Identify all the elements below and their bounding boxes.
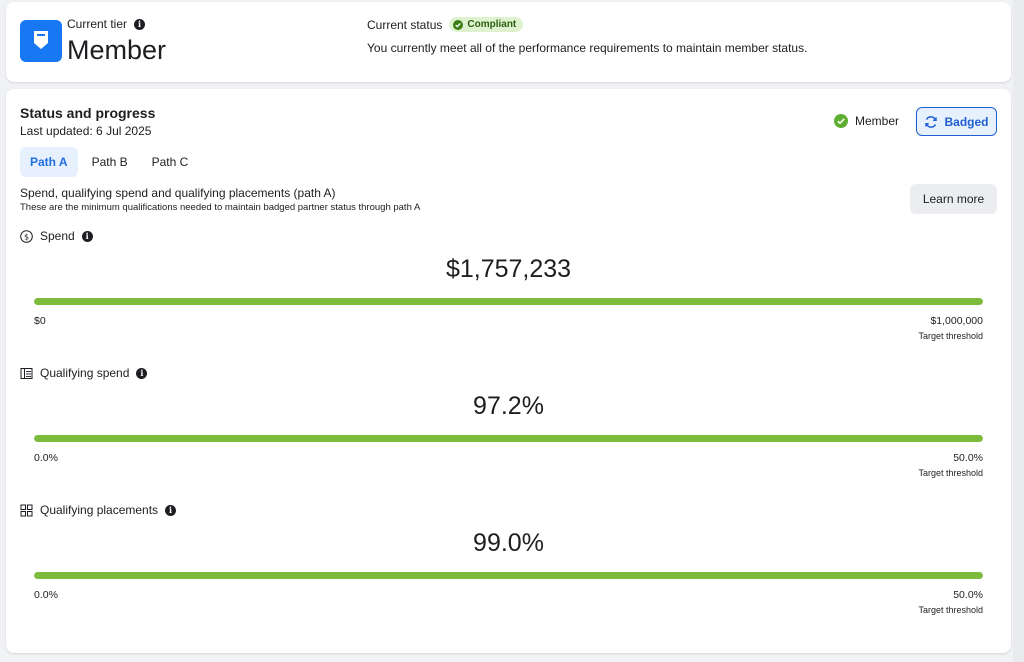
check-circle-icon (453, 19, 464, 30)
section-title: Status and progress (20, 105, 156, 121)
tab-path-a[interactable]: Path A (20, 147, 78, 177)
tier-name: Member (67, 35, 167, 65)
check-circle-icon (834, 114, 848, 128)
target-threshold-label: Target threshold (918, 331, 983, 341)
range-min: $0 (34, 315, 46, 327)
member-indicator: Member (834, 114, 899, 128)
range-min: 0.0% (34, 589, 58, 601)
range-max: 50.0% (953, 452, 983, 464)
progress-bar (34, 435, 983, 442)
learn-more-button[interactable]: Learn more (910, 184, 997, 214)
metric-value: $1,757,233 (445, 255, 572, 283)
path-heading: Spend, qualifying spend and qualifying p… (20, 186, 336, 200)
metric-value: 99.0% (473, 529, 544, 557)
metric-value: 97.2% (473, 392, 544, 420)
info-icon[interactable]: i (165, 504, 177, 516)
info-icon[interactable]: i (136, 367, 148, 379)
metric-spend: $ Spend i $1,757,233 $0 $1,000,000 Targe… (20, 229, 997, 359)
range-min: 0.0% (34, 452, 58, 464)
progress-bar (34, 298, 983, 305)
tab-path-c[interactable]: Path C (151, 155, 189, 169)
dollar-circle-icon: $ (20, 229, 33, 243)
metric-header: $ Spend i (20, 229, 93, 243)
progress-fill (34, 572, 983, 579)
tab-path-b[interactable]: Path B (91, 155, 128, 169)
tier-card: Current tier i Member Current status Com… (6, 2, 1011, 82)
progress-fill (34, 435, 983, 442)
ledger-icon (20, 367, 33, 379)
tier-label: Current tier i (67, 17, 146, 31)
metric-header: Qualifying spend i (20, 366, 148, 380)
refresh-icon (925, 115, 938, 128)
last-updated: Last updated: 6 Jul 2025 (20, 124, 152, 138)
target-threshold-label: Target threshold (918, 605, 983, 615)
scrollbar-track[interactable] (1013, 0, 1024, 662)
placements-grid-icon (20, 504, 33, 516)
info-icon[interactable]: i (134, 18, 146, 30)
status-card: Status and progress Last updated: 6 Jul … (6, 89, 1011, 653)
status-description: You currently meet all of the performanc… (367, 41, 808, 55)
svg-text:$: $ (24, 232, 29, 241)
target-threshold-label: Target threshold (918, 468, 983, 478)
range-max: $1,000,000 (930, 315, 983, 327)
compliant-badge: Compliant (449, 17, 524, 32)
metric-qualifying-placements: Qualifying placements i 99.0% 0.0% 50.0%… (20, 503, 997, 633)
status-label: Current status Compliant (367, 17, 524, 32)
metric-header: Qualifying placements i (20, 503, 177, 517)
path-subheading: These are the minimum qualifications nee… (20, 202, 421, 213)
info-icon[interactable]: i (81, 230, 93, 242)
progress-fill (34, 298, 983, 305)
progress-bar (34, 572, 983, 579)
path-tabs: Path A Path B Path C (20, 147, 198, 177)
badged-button[interactable]: Badged (916, 107, 997, 136)
range-max: 50.0% (953, 589, 983, 601)
metric-qualifying-spend: Qualifying spend i 97.2% 0.0% 50.0% Targ… (20, 366, 997, 496)
tier-badge-icon (20, 20, 62, 62)
